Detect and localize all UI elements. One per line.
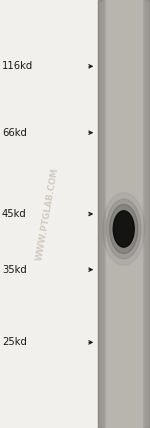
Text: WWW.PTGLAB.COM: WWW.PTGLAB.COM [34,167,60,261]
Bar [144,0,150,428]
Bar [98,0,102,428]
Bar [98,0,101,428]
Bar [98,0,105,428]
Bar [98,0,104,428]
Text: 35kd: 35kd [2,265,27,275]
Ellipse shape [110,205,138,253]
Text: 25kd: 25kd [2,337,27,348]
Bar [98,0,150,428]
Ellipse shape [106,199,141,259]
Ellipse shape [103,193,145,265]
Bar [149,0,150,428]
Bar [143,0,150,428]
Bar [145,0,150,428]
Text: 116kd: 116kd [2,61,33,71]
Text: 45kd: 45kd [2,209,27,219]
Bar [148,0,150,428]
Bar [98,0,103,428]
Ellipse shape [113,211,134,247]
Text: 66kd: 66kd [2,128,27,138]
Bar [146,0,150,428]
Bar [98,0,99,428]
